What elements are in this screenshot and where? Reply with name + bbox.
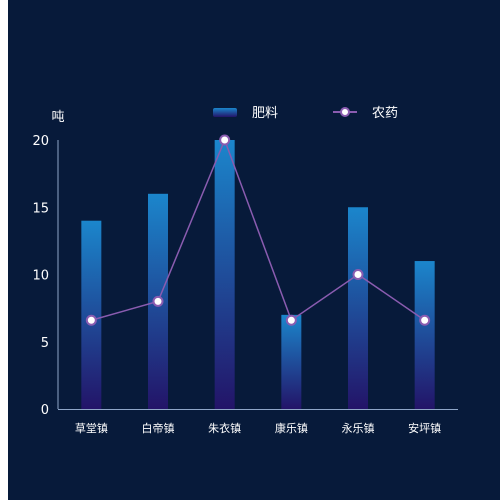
legend-item-pesticide[interactable]: 农药 (333, 106, 398, 121)
bar-4[interactable] (348, 207, 368, 409)
y-tick-label: 0 (41, 403, 49, 418)
bar-5[interactable] (414, 261, 435, 409)
x-tick-label: 朱衣镇 (208, 421, 241, 435)
x-tick-labels: 草堂镇 白帝镇 朱衣镇 康乐镇 永乐镇 安坪镇 (75, 421, 441, 435)
x-tick-label: 永乐镇 (342, 421, 375, 435)
legend: 肥料 农药 (213, 106, 398, 121)
bars (81, 140, 435, 409)
y-axis-unit-label: 吨 (51, 110, 64, 125)
legend-item-fertilizer[interactable]: 肥料 (213, 106, 278, 121)
x-tick-label: 草堂镇 (75, 421, 108, 435)
bar-2[interactable] (214, 140, 235, 409)
line-point-3[interactable] (285, 314, 297, 326)
line-point-2[interactable] (219, 134, 231, 146)
line-point-5[interactable] (419, 314, 431, 326)
line-point-1[interactable] (152, 295, 164, 307)
y-tick-label: 15 (32, 201, 49, 216)
legend-swatch-fertilizer (213, 108, 237, 117)
pesticide-line (91, 137, 426, 322)
x-tick-label: 康乐镇 (275, 421, 308, 435)
x-tick-label: 白帝镇 (142, 421, 175, 435)
x-tick-label: 安坪镇 (408, 421, 441, 435)
y-tick-label: 20 (32, 134, 49, 149)
bar-3[interactable] (281, 314, 302, 409)
line-point-4[interactable] (352, 269, 364, 280)
y-tick-labels: 0 5 10 15 20 (32, 134, 49, 418)
line-point-0[interactable] (85, 314, 97, 326)
legend-marker-pesticide (340, 107, 350, 117)
legend-label-pesticide: 农药 (372, 106, 398, 121)
line-series (85, 134, 431, 326)
y-tick-label: 10 (32, 269, 49, 284)
y-tick-label: 5 (41, 336, 49, 351)
legend-label-fertilizer: 肥料 (252, 106, 278, 121)
